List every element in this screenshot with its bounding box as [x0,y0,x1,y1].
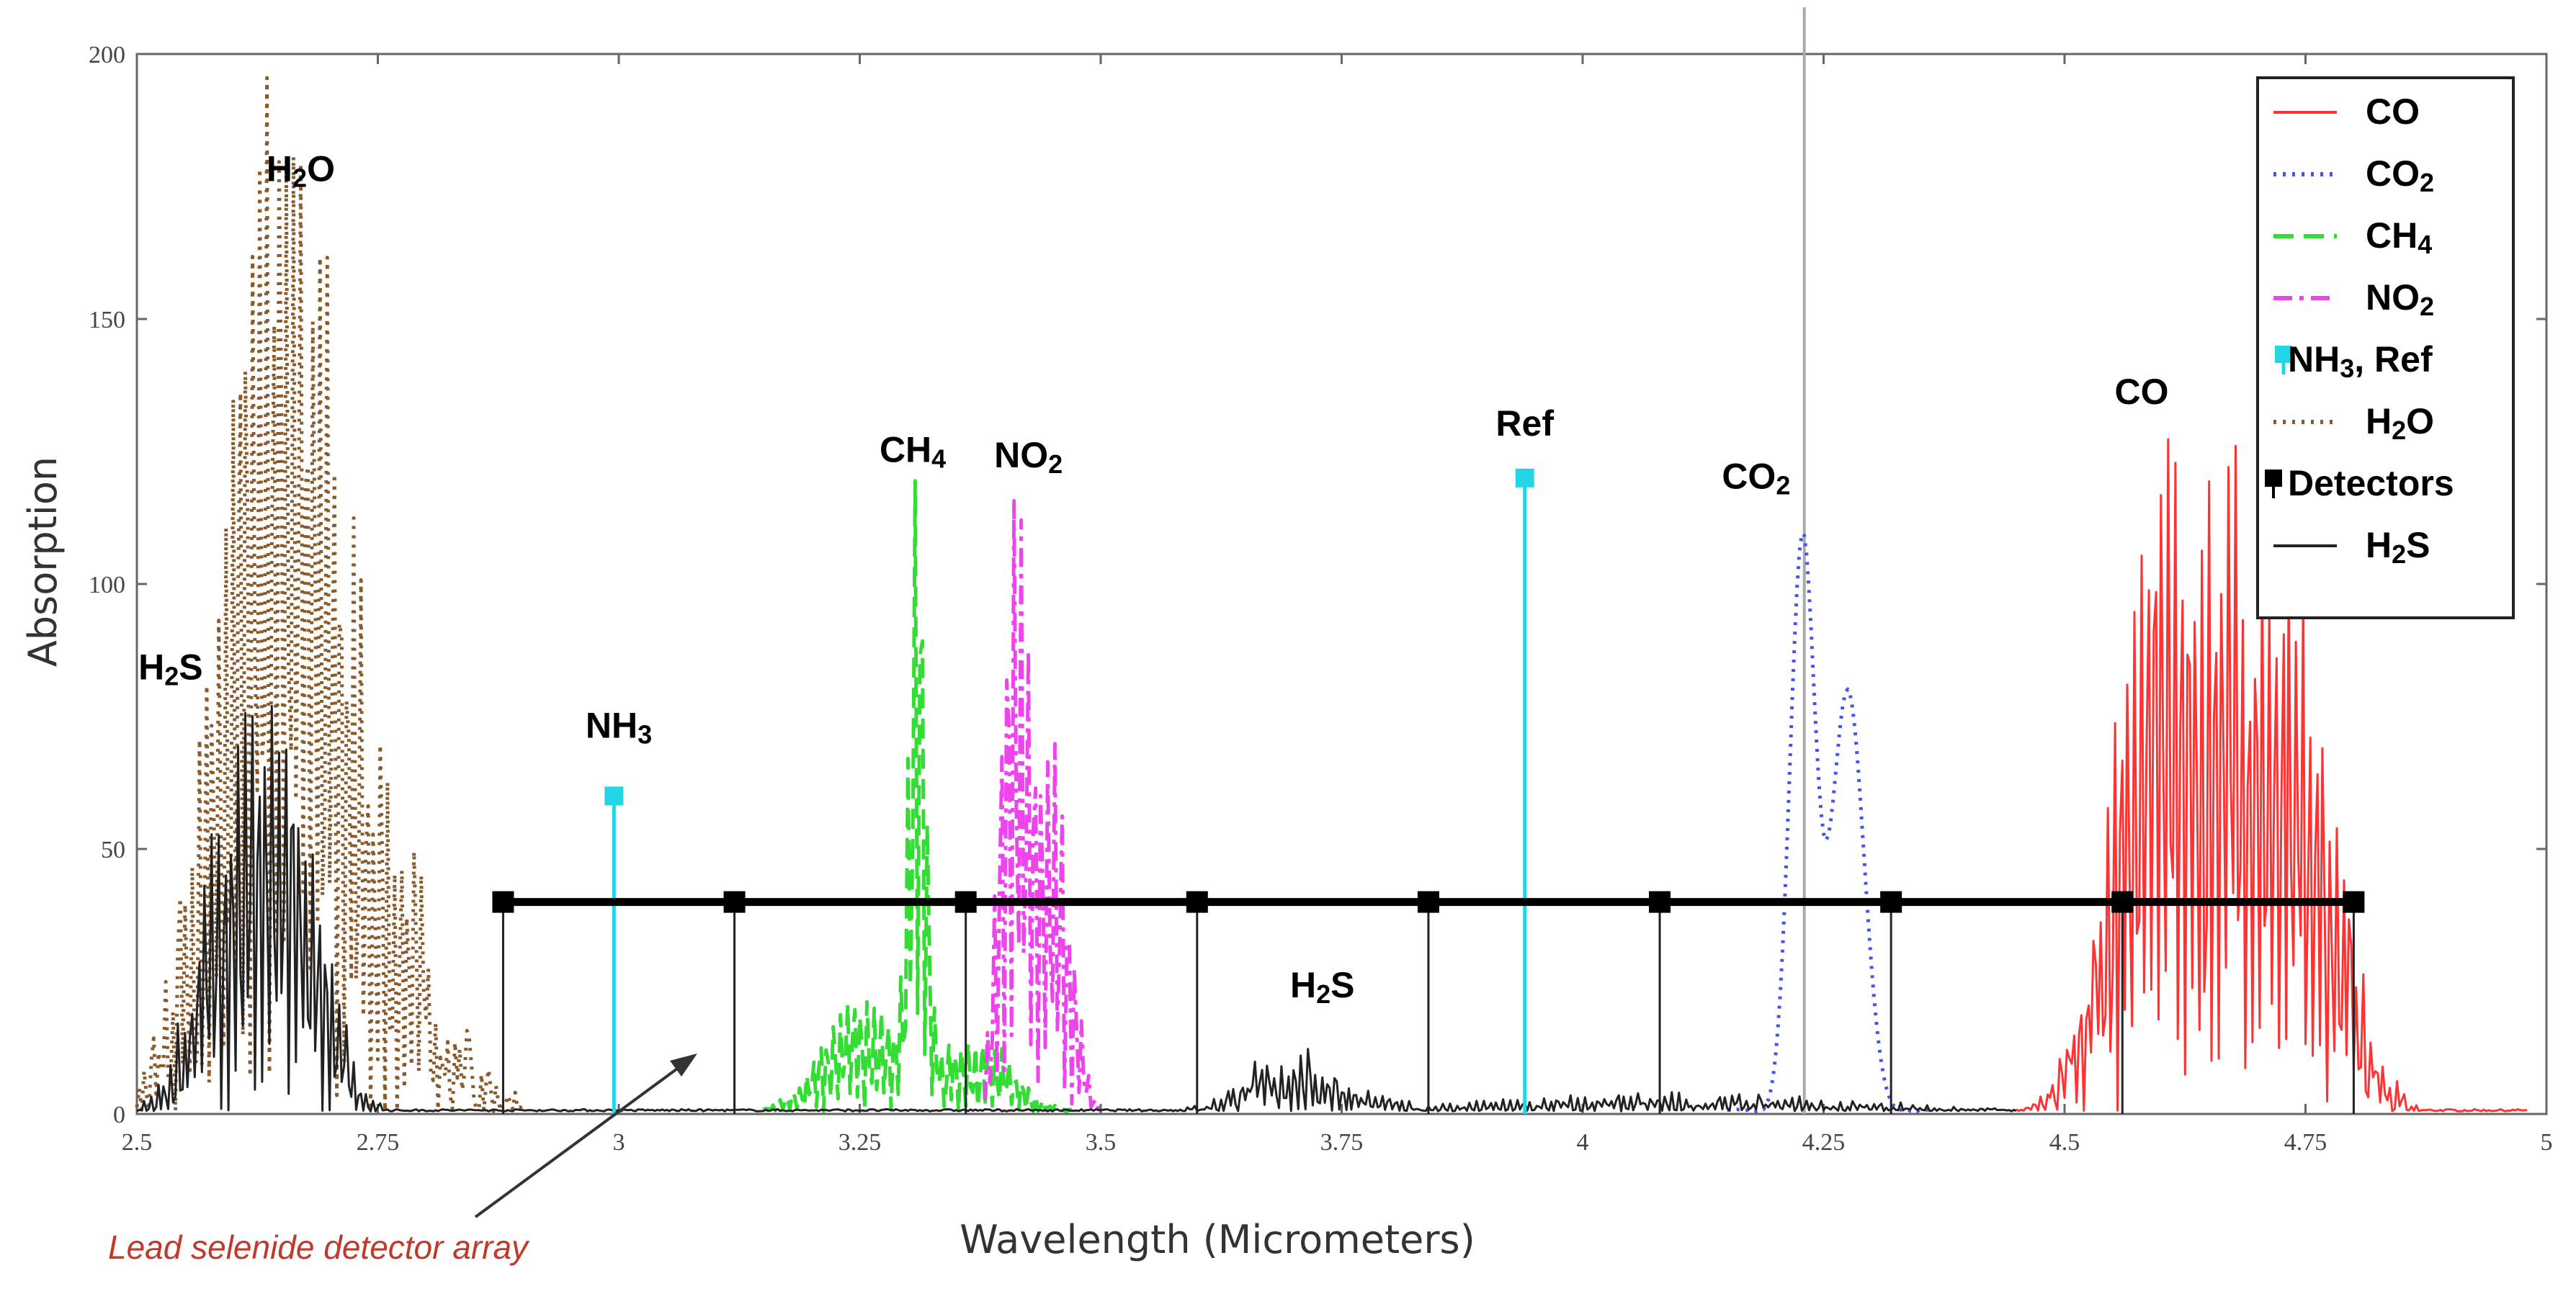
detector-array-arrowhead [670,1053,697,1077]
detector-marker-5 [1649,891,1671,913]
detector-marker-2 [954,891,977,913]
series-line-4 [135,76,524,1113]
x-tick-label: 4 [1577,1129,1589,1156]
x-tick-label: 2.5 [122,1129,153,1156]
y-tick-label: 200 [89,42,125,68]
y-tick-label: 150 [89,307,125,333]
detector-marker-1 [723,891,746,913]
x-axis-title: Wavelength (Micrometers) [960,1217,1475,1262]
x-tick-label: 4.5 [2049,1129,2080,1156]
detector-marker-6 [1880,891,1902,913]
legend-box [2256,76,2515,619]
y-axis-title: Absorption [20,457,66,667]
detector-array-arrow [474,1056,694,1218]
x-tick-label: 2.75 [357,1129,400,1156]
peak-label-5: Ref [1495,403,1554,444]
detector-markers [492,891,2365,1114]
series-line-0 [2016,438,2528,1113]
x-tick-label: 4.75 [2284,1129,2327,1156]
x-tick-label: 3.5 [1086,1129,1117,1156]
detector-array-note: Lead selenide detector array [108,1228,530,1266]
stem-marker-0 [604,786,624,806]
x-tick-label: 4.25 [1802,1129,1846,1156]
detector-marker-4 [1417,891,1439,913]
x-tick-label: 3.25 [838,1129,882,1156]
y-tick-label: 100 [89,572,125,598]
y-tick-label: 50 [101,837,125,863]
peak-label-6: CO2 [1722,457,1790,500]
peak-label-8: CO [2115,372,2169,412]
legend-swatch-6 [2265,469,2282,487]
detector-marker-0 [492,891,514,913]
detector-marker-7 [2111,891,2134,913]
x-tick-label: 3 [613,1129,625,1156]
legend-swatch-4 [2275,346,2292,363]
legend-label-4: NH3, Ref [2288,339,2433,383]
series-line-2 [762,479,1073,1113]
legend-label-6: Detectors [2288,463,2454,503]
stem-marker-1 [1515,468,1534,488]
x-tick-label: 5 [2541,1129,2553,1156]
detector-marker-8 [2343,891,2365,913]
series-line-3 [983,499,1102,1112]
x-tick-label: 3.75 [1320,1129,1364,1156]
detector-marker-3 [1186,891,1208,913]
y-tick-label: 0 [113,1102,125,1128]
axis-ticks: 2.5 2.75 3 3.25 3.5 3.75 4 4.25 4.5 4.75 505010015… [89,42,2553,1156]
stem-markers [604,468,1534,1114]
legend-label-0: CO [2366,91,2420,132]
spectra-series [135,76,2528,1113]
series-line-5 [136,704,2017,1113]
